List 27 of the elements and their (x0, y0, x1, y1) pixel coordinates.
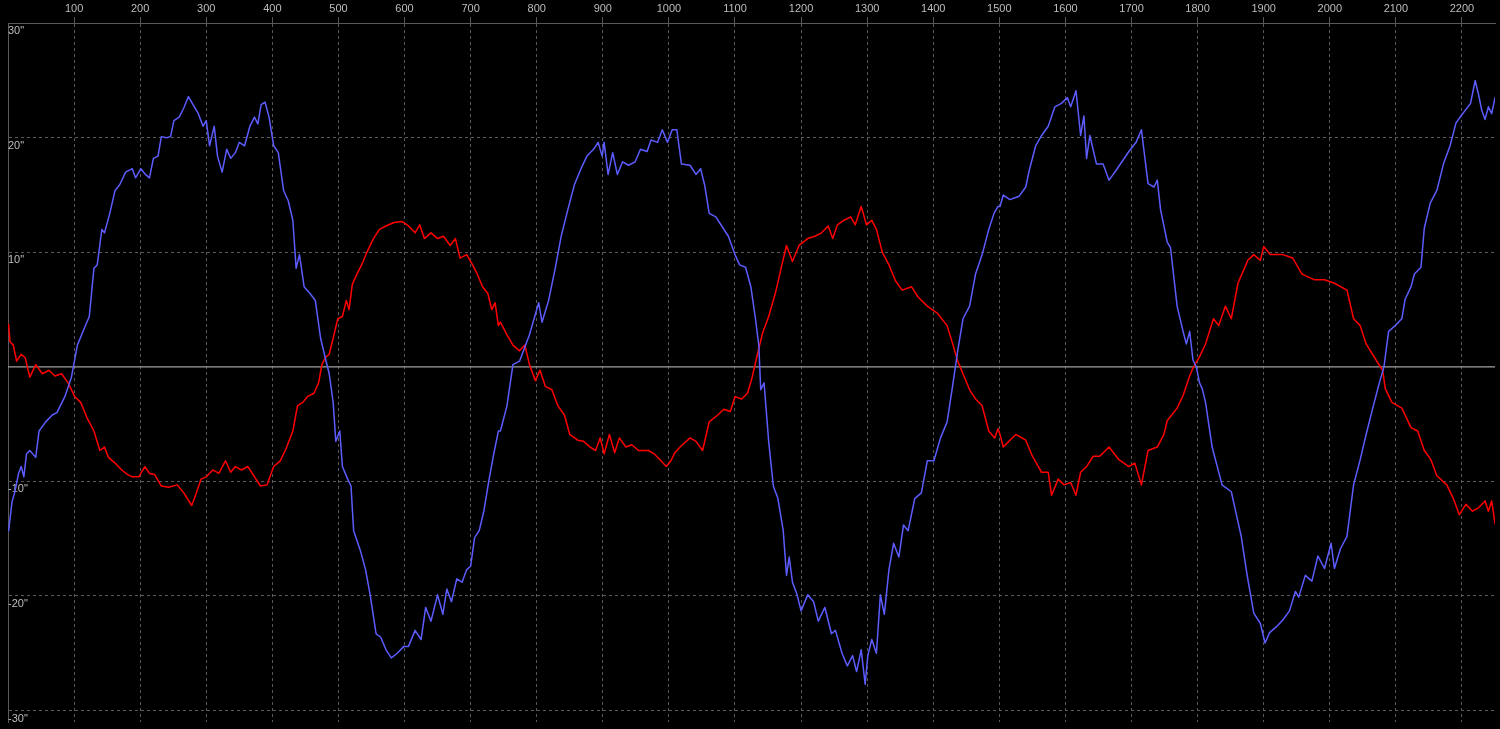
y-tick-label: 30" (8, 24, 25, 37)
x-tick-label: 900 (593, 1, 612, 14)
x-tick-label: 400 (263, 1, 282, 14)
x-tick-label: 1500 (987, 1, 1012, 14)
x-tick-label: 1800 (1185, 1, 1210, 14)
y-tick-label: 20" (8, 138, 25, 151)
x-tick-label: 100 (64, 1, 84, 14)
x-tick-label: 1900 (1251, 1, 1276, 14)
x-tick-label: 1100 (723, 1, 747, 14)
x-tick-label: 500 (329, 1, 348, 14)
x-tick-label: 1000 (656, 1, 682, 14)
y-tick-label: 10" (8, 253, 25, 266)
x-tick-label: 2100 (1383, 1, 1409, 14)
x-tick-label: 1600 (1053, 1, 1078, 14)
y-tick-label: -30" (8, 711, 28, 724)
x-tick-label: 1400 (921, 1, 946, 14)
y-tick-label: -20" (8, 597, 28, 610)
x-tick-label: 300 (197, 1, 216, 14)
x-tick-label: 800 (527, 1, 546, 14)
x-tick-label: 600 (395, 1, 414, 14)
x-tick-label: 1300 (854, 1, 880, 14)
x-tick-label: 1700 (1119, 1, 1144, 14)
x-tick-label: 1200 (788, 1, 814, 14)
x-tick-label: 2000 (1317, 1, 1343, 14)
x-tick-label: 2200 (1449, 1, 1475, 14)
x-tick-label: 700 (461, 1, 480, 14)
x-tick-label: 200 (131, 1, 150, 14)
